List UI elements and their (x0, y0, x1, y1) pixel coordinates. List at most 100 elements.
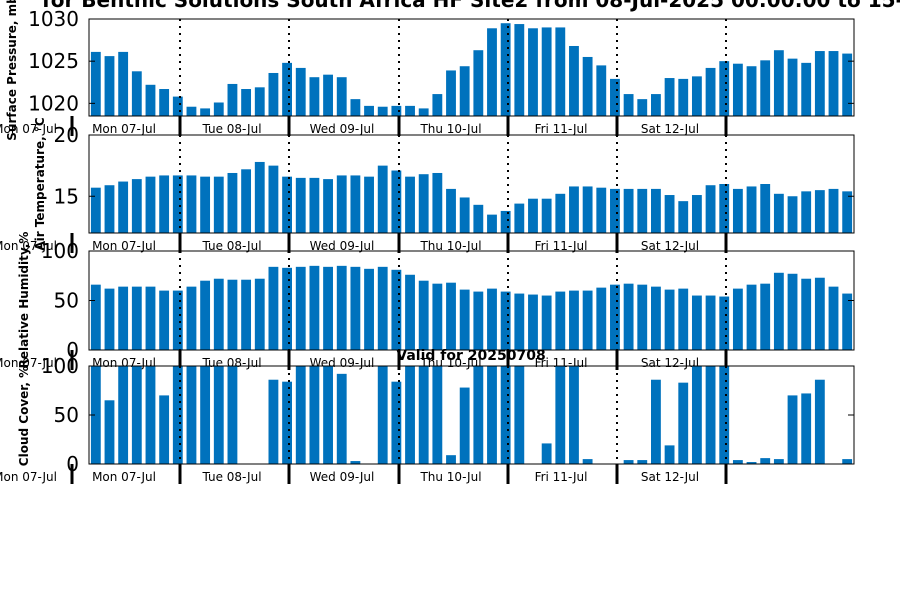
bar (732, 188, 743, 233)
bar (678, 288, 689, 350)
bar (186, 106, 197, 116)
bar (528, 294, 538, 350)
bar (691, 366, 702, 464)
bar (541, 295, 552, 350)
bar (773, 459, 784, 464)
bar (678, 78, 689, 116)
bar (746, 186, 757, 233)
day-label: Wed 09-Jul (310, 356, 375, 370)
bar (104, 400, 115, 464)
bar (555, 27, 566, 116)
bar (801, 191, 812, 233)
y-tick-label: 1025 (28, 49, 79, 73)
bar (691, 295, 702, 350)
bar (145, 84, 156, 116)
bar (541, 27, 552, 116)
bar (405, 105, 415, 116)
y-tick-label: 50 (54, 403, 79, 427)
bar (459, 387, 470, 464)
bar (241, 89, 252, 116)
bar (131, 286, 142, 350)
bar (309, 77, 320, 116)
bar (814, 51, 825, 116)
bar (145, 366, 156, 464)
bar (172, 175, 183, 233)
bar (623, 460, 634, 464)
bar (528, 198, 538, 233)
bar (842, 191, 853, 233)
bar (541, 198, 552, 233)
bar (746, 284, 757, 350)
bar (104, 288, 115, 350)
day-label: Mon 07-Jul (92, 239, 156, 253)
day-label: Mon 07-Jul (0, 239, 57, 253)
y-tick-label: 15 (54, 184, 79, 208)
bar (719, 296, 730, 350)
bar (282, 267, 292, 350)
day-label: Wed 09-Jul (310, 470, 375, 484)
bar (691, 76, 702, 116)
day-label: Sat 12-Jul (641, 356, 699, 370)
bar (432, 172, 443, 233)
bar (309, 177, 320, 234)
bar (569, 290, 579, 350)
bar (746, 66, 757, 116)
bar (514, 24, 525, 117)
bar (459, 197, 470, 233)
bar (664, 195, 675, 233)
day-label: Sat 12-Jul (641, 122, 699, 136)
bar (254, 278, 265, 350)
bar (760, 60, 771, 116)
bar (828, 286, 839, 350)
bar (295, 366, 306, 464)
bar (391, 381, 402, 464)
bar (446, 70, 456, 116)
bar (104, 185, 115, 233)
bar (473, 204, 484, 233)
bar (186, 366, 197, 464)
bar (432, 283, 443, 350)
bar (364, 105, 374, 116)
bar (760, 283, 771, 350)
bar (773, 272, 784, 350)
bar (213, 278, 224, 350)
bar (487, 28, 497, 117)
day-label: Mon 07-Jul (0, 122, 57, 136)
bar (213, 366, 224, 464)
bar (213, 102, 224, 116)
bar (637, 460, 648, 464)
bar (678, 201, 689, 233)
bar (514, 203, 525, 233)
y-axis-label: Cloud Cover, % (17, 366, 31, 466)
bar (500, 366, 511, 464)
bar (309, 265, 320, 350)
bar (364, 176, 374, 233)
bar (459, 66, 470, 116)
bar (610, 188, 620, 233)
day-label: Tue 08-Jul (201, 470, 261, 484)
bar (227, 83, 238, 116)
bar (705, 295, 716, 350)
bar (350, 266, 361, 350)
bar (500, 291, 511, 350)
bar (732, 288, 743, 350)
day-label: Wed 09-Jul (310, 239, 375, 253)
bar (623, 283, 634, 350)
bar (787, 395, 798, 464)
bar (828, 51, 839, 116)
bar (569, 45, 579, 116)
bar (350, 99, 361, 116)
bar (227, 279, 238, 350)
bar (377, 266, 388, 350)
bar (282, 176, 292, 233)
bar (377, 366, 388, 464)
bar (282, 381, 292, 464)
bar (90, 51, 101, 116)
bar (391, 105, 402, 116)
bar (787, 58, 798, 116)
bar (200, 176, 211, 233)
bar (200, 108, 211, 116)
day-label: Sat 12-Jul (641, 470, 699, 484)
bar (596, 65, 607, 116)
